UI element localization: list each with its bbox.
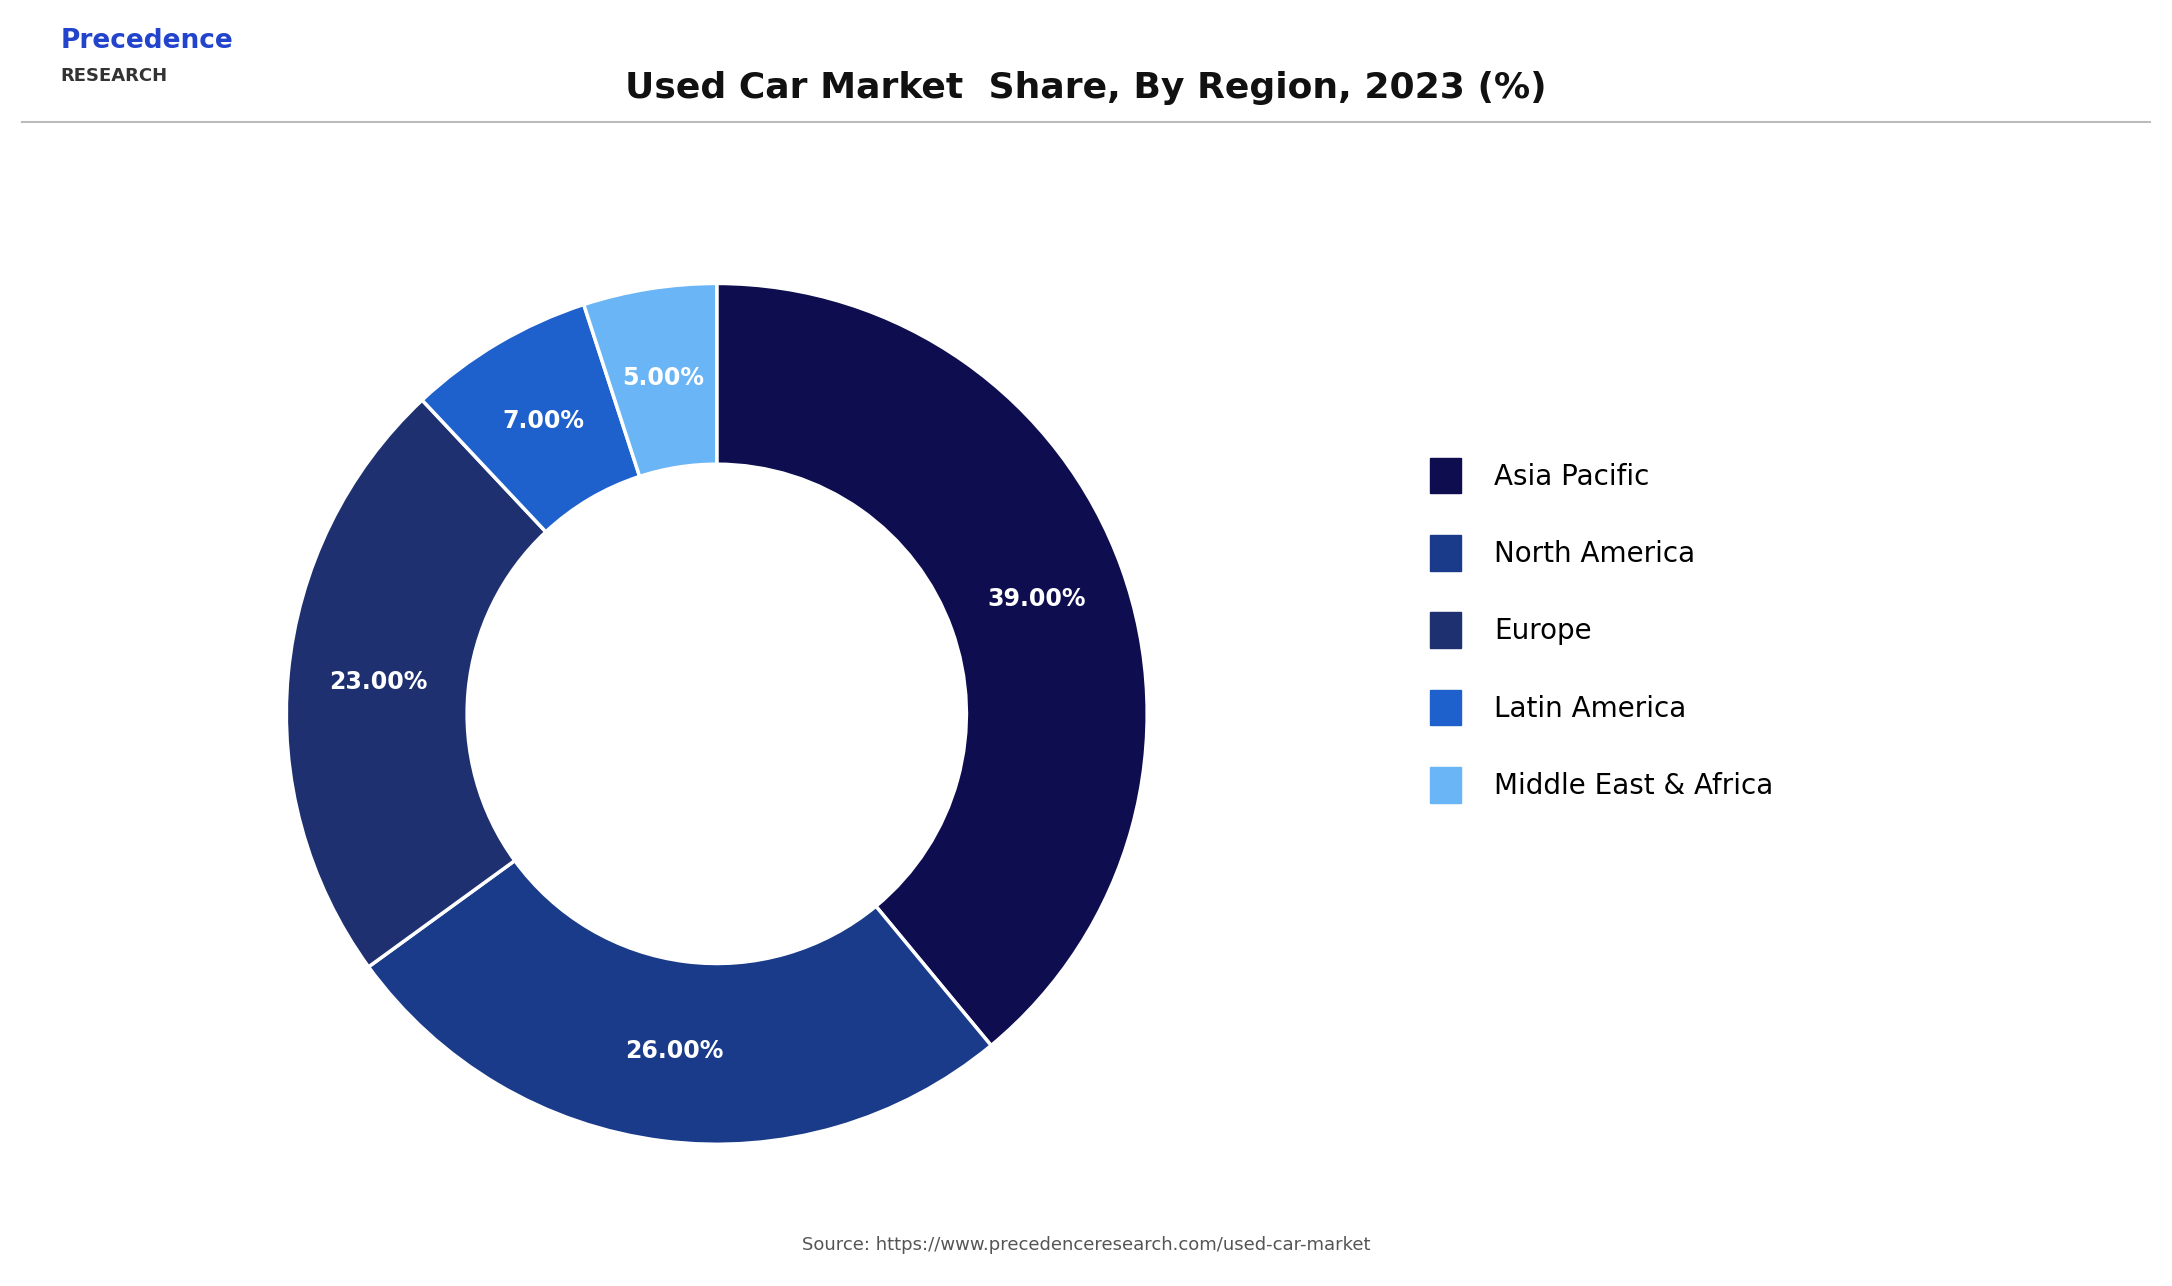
Wedge shape: [369, 860, 990, 1145]
Text: 23.00%: 23.00%: [328, 670, 428, 694]
Text: 26.00%: 26.00%: [626, 1039, 723, 1064]
Text: 39.00%: 39.00%: [988, 586, 1086, 611]
Legend: Asia Pacific, North America, Europe, Latin America, Middle East & Africa: Asia Pacific, North America, Europe, Lat…: [1418, 446, 1785, 814]
Text: Precedence: Precedence: [61, 28, 235, 54]
Wedge shape: [421, 305, 639, 532]
Text: Source: https://www.precedenceresearch.com/used-car-market: Source: https://www.precedenceresearch.c…: [801, 1236, 1371, 1254]
Wedge shape: [717, 283, 1147, 1046]
Wedge shape: [287, 400, 545, 967]
Text: Used Car Market  Share, By Region, 2023 (%): Used Car Market Share, By Region, 2023 (…: [626, 71, 1546, 104]
Text: 5.00%: 5.00%: [623, 367, 704, 390]
Wedge shape: [584, 283, 717, 476]
Text: 7.00%: 7.00%: [502, 409, 584, 433]
Text: RESEARCH: RESEARCH: [61, 67, 167, 85]
